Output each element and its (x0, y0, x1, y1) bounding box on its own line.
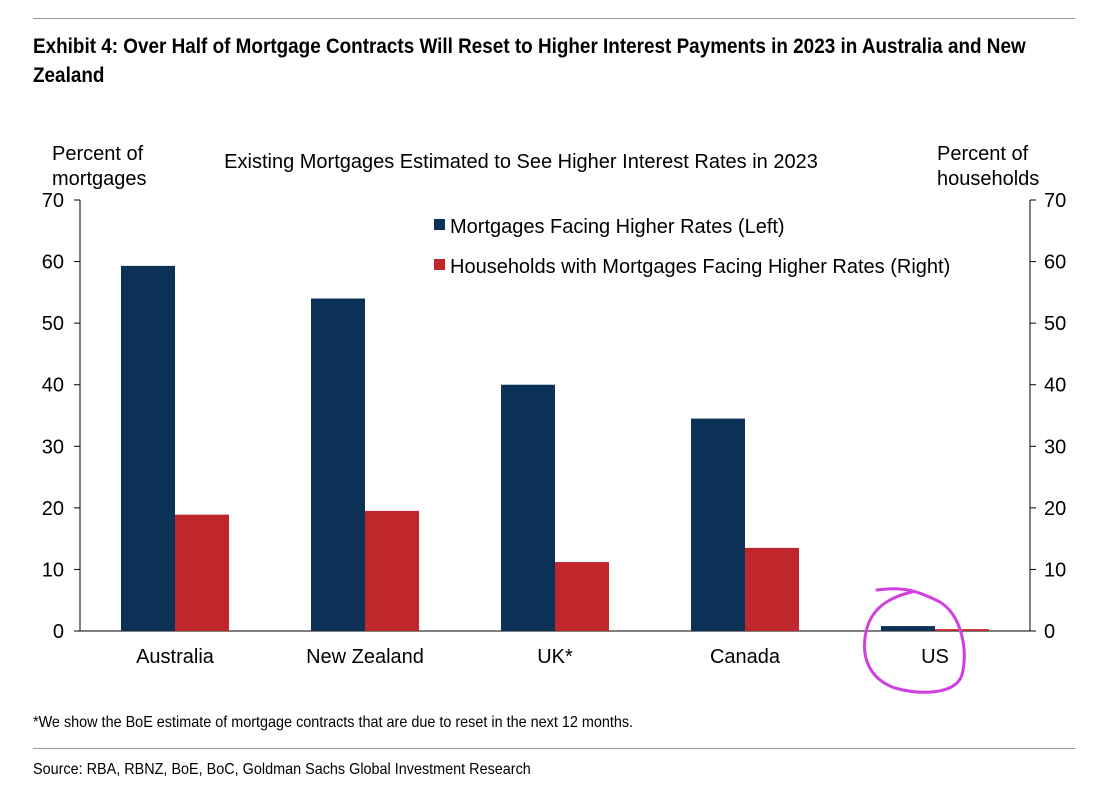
right-tick-label: 20 (1044, 498, 1066, 520)
left-tick-label: 60 (42, 252, 64, 274)
right-tick-label: 40 (1044, 375, 1066, 397)
left-axis-label: Percent of mortgages (52, 143, 149, 190)
left-tick-label: 50 (42, 313, 64, 335)
exhibit-title: Exhibit 4: Over Half of Mortgage Contrac… (33, 35, 1026, 87)
legend-label: Mortgages Facing Higher Rates (Left) (450, 216, 785, 238)
left-tick-label: 0 (53, 621, 64, 643)
left-tick-label: 40 (42, 375, 64, 397)
footnote-rule (33, 748, 1075, 749)
bar-mortgages (501, 384, 555, 631)
bar-households (555, 562, 609, 631)
bar-mortgages (121, 265, 175, 631)
category-labels: Australia New Zealand UK* Canada US (136, 646, 949, 668)
right-axis-label: Percent of households (937, 143, 1039, 190)
legend: Mortgages Facing Higher Rates (Left) Hous… (434, 216, 950, 278)
legend-label: Households with Mortgages Facing Higher … (450, 256, 950, 278)
category-label: Canada (710, 646, 781, 668)
right-tick-label: 30 (1044, 436, 1066, 458)
footnote: *We show the BoE estimate of mortgage co… (33, 714, 634, 731)
bar-mortgages (881, 626, 935, 631)
left-axis-label-line-1: Percent of (52, 143, 144, 165)
hand-drawn-circle-annotation (863, 587, 966, 694)
bar-households (175, 514, 229, 631)
category-label: US (921, 646, 949, 668)
legend-swatch (434, 259, 445, 270)
category-label: Australia (136, 646, 215, 668)
category-label: New Zealand (306, 646, 424, 668)
legend-swatch (434, 219, 445, 230)
bar-households (365, 510, 419, 631)
left-tick-label: 30 (42, 436, 64, 458)
category-label: UK* (537, 646, 573, 668)
left-tick-label: 70 (42, 190, 64, 212)
bars (121, 265, 989, 631)
right-axis-label-line-1: Percent of (937, 143, 1029, 165)
right-tick-label: 10 (1044, 559, 1066, 581)
right-tick-label: 60 (1044, 252, 1066, 274)
right-axis-label-line-2: households (937, 168, 1039, 190)
bar-mortgages (311, 298, 365, 631)
top-rule (33, 18, 1075, 19)
right-tick-label: 0 (1044, 621, 1055, 643)
bar-households (745, 547, 799, 631)
left-tick-label: 10 (42, 559, 64, 581)
bar-households (935, 629, 989, 631)
source-note: Source: RBA, RBNZ, BoE, BoC, Goldman Sac… (33, 761, 531, 778)
bar-mortgages (691, 418, 745, 631)
chart-title: Existing Mortgages Estimated to See High… (224, 151, 818, 173)
right-tick-label: 70 (1044, 190, 1066, 212)
axes: 0 0 10 10 20 20 30 30 40 40 50 50 60 60 70 70 (42, 190, 1067, 643)
right-tick-label: 50 (1044, 313, 1066, 335)
left-axis-label-line-2: mortgages (52, 168, 147, 190)
left-tick-label: 20 (42, 498, 64, 520)
